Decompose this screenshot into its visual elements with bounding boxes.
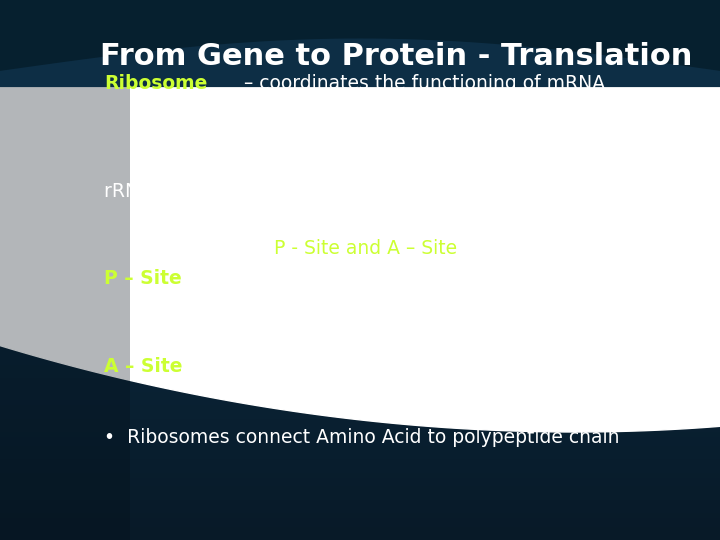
Text: together.: together. <box>230 326 315 346</box>
Polygon shape <box>0 0 720 70</box>
Text: rRNA – acts like a “vise”; holds mRNA and tRNA: rRNA – acts like a “vise”; holds mRNA an… <box>104 182 552 201</box>
Text: allows for amino acids to hold together.: allows for amino acids to hold together. <box>230 386 601 405</box>
Text: - a location on the t RNA molecule that: - a location on the t RNA molecule that <box>204 268 575 288</box>
Text: P – Site: P – Site <box>104 268 182 288</box>
Polygon shape <box>0 0 720 432</box>
Text: Both made of proteins and rRNA (ribosomal): Both made of proteins and rRNA (ribosoma… <box>194 155 612 174</box>
Text: •  Ribosomes connect Amino Acid to polypeptide chain: • Ribosomes connect Amino Acid to polype… <box>104 428 620 447</box>
Text: Ribosome: Ribosome <box>104 74 208 93</box>
Text: – coordinates the functioning of mRNA: – coordinates the functioning of mRNA <box>238 74 605 93</box>
Text: P - Site and A – Site: P - Site and A – Site <box>274 239 456 258</box>
Text: and tRNA: and tRNA <box>252 101 341 120</box>
Text: molecules close together.: molecules close together. <box>230 209 470 228</box>
Text: allows for the polypeptide strand to hold: allows for the polypeptide strand to hol… <box>230 298 611 318</box>
Polygon shape <box>0 38 720 86</box>
Text: Made of Two Subunits:: Made of Two Subunits: <box>302 128 513 147</box>
Text: A – Site: A – Site <box>104 356 183 376</box>
Text: From Gene to Protein - Translation: From Gene to Protein - Translation <box>100 42 692 71</box>
Text: – a location on the tRNA molecule that: – a location on the tRNA molecule that <box>206 356 573 376</box>
